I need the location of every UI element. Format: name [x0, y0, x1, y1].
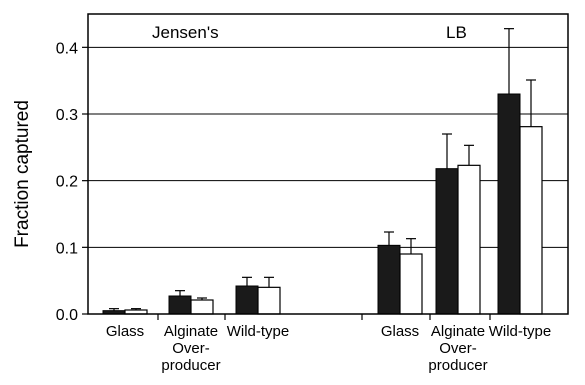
- plot-frame: [87, 13, 569, 315]
- bars: [102, 93, 543, 315]
- bar-dark: [377, 244, 401, 315]
- y-axis-ticks: 0.0 0.1 0.2 0.3 0.4: [56, 40, 88, 324]
- x-category-label-line: Wild-type: [489, 323, 552, 340]
- x-category-label-line: Glass: [106, 323, 144, 340]
- x-category-label: Wild-type: [489, 323, 552, 340]
- x-category-label: Wild-type: [227, 323, 290, 340]
- bar-light: [257, 286, 281, 315]
- y-tick-label: 0.3: [56, 107, 78, 124]
- x-axis-ticks: [157, 314, 491, 320]
- x-category-label-line: Glass: [381, 323, 419, 340]
- x-category-label-line: Over-: [439, 340, 477, 357]
- x-category-label-line: Alginate: [431, 323, 485, 340]
- y-tick-label: 0.4: [56, 40, 78, 57]
- x-category-label: Alginate Over-producer: [428, 323, 487, 374]
- y-axis-label: Fraction captured: [12, 100, 33, 248]
- panel-label-right: LB: [446, 23, 467, 42]
- bar-dark: [497, 93, 521, 315]
- y-tick-label: 0.1: [56, 240, 78, 257]
- x-category-label-line: producer: [428, 357, 487, 374]
- x-category-label-line: Alginate: [164, 323, 218, 340]
- x-category-label: Glass: [106, 323, 144, 340]
- bar-dark: [435, 168, 459, 315]
- bar-light: [457, 164, 481, 315]
- x-category-label-line: producer: [161, 357, 220, 374]
- panel-label-left: Jensen's: [152, 23, 219, 42]
- bar-dark: [168, 295, 192, 315]
- y-tick-label: 0.0: [56, 307, 78, 324]
- bar-light: [399, 253, 423, 315]
- x-category-label: Glass: [381, 323, 419, 340]
- bar-light: [519, 126, 543, 315]
- y-tick-label: 0.2: [56, 174, 78, 191]
- bar-dark: [235, 285, 259, 315]
- bar-light: [190, 299, 214, 315]
- x-category-label-line: Wild-type: [227, 323, 290, 340]
- x-category-label: Alginate Over-producer: [161, 323, 220, 374]
- gridlines: [88, 46, 568, 248]
- x-category-label-line: Over-: [172, 340, 210, 357]
- error-bars: [109, 28, 536, 311]
